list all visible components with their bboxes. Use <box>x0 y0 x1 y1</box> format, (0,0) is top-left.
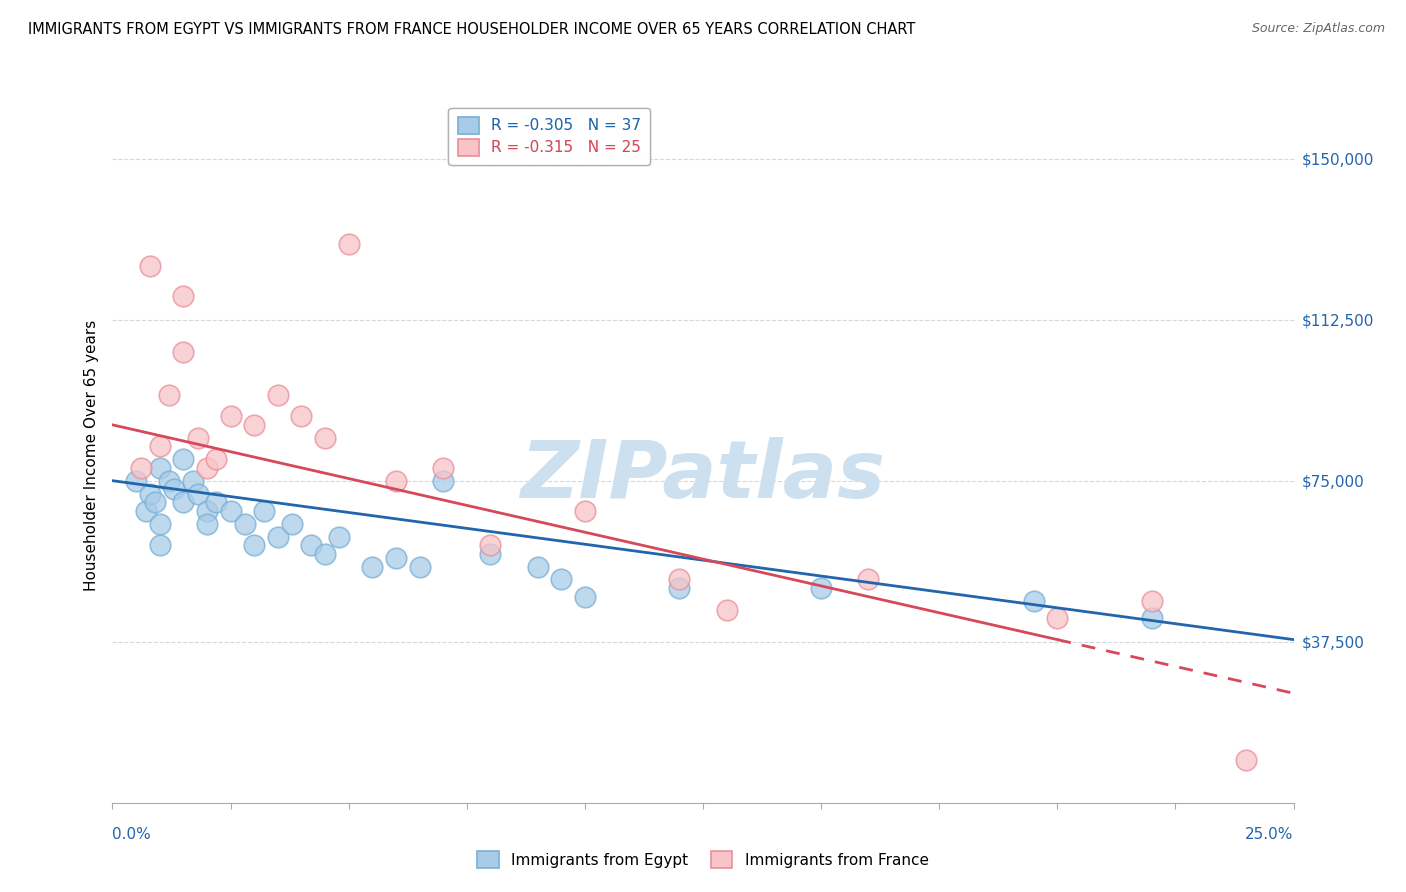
Text: Source: ZipAtlas.com: Source: ZipAtlas.com <box>1251 22 1385 36</box>
Point <box>314 431 336 445</box>
Point <box>149 439 172 453</box>
Point <box>181 474 204 488</box>
Point <box>163 483 186 497</box>
Point <box>139 259 162 273</box>
Point <box>299 538 322 552</box>
Point <box>550 573 572 587</box>
Point <box>668 581 690 595</box>
Point <box>186 431 208 445</box>
Point <box>219 504 242 518</box>
Y-axis label: Householder Income Over 65 years: Householder Income Over 65 years <box>83 319 98 591</box>
Point <box>157 474 180 488</box>
Point <box>361 559 384 574</box>
Point <box>243 538 266 552</box>
Point <box>139 486 162 500</box>
Point <box>290 409 312 424</box>
Point <box>149 516 172 531</box>
Point <box>858 573 880 587</box>
Point <box>1140 594 1163 608</box>
Text: ZIPatlas: ZIPatlas <box>520 437 886 515</box>
Point <box>1140 611 1163 625</box>
Point <box>408 559 430 574</box>
Point <box>337 237 360 252</box>
Point <box>267 529 290 543</box>
Point <box>205 452 228 467</box>
Point <box>149 538 172 552</box>
Point <box>195 460 218 475</box>
Point <box>716 602 738 616</box>
Point <box>186 486 208 500</box>
Point <box>195 504 218 518</box>
Legend: R = -0.305   N = 37, R = -0.315   N = 25: R = -0.305 N = 37, R = -0.315 N = 25 <box>449 108 651 165</box>
Point <box>135 504 157 518</box>
Point <box>810 581 832 595</box>
Point <box>432 460 454 475</box>
Point <box>157 388 180 402</box>
Point <box>479 547 502 561</box>
Point <box>129 460 152 475</box>
Point <box>172 289 194 303</box>
Point <box>668 573 690 587</box>
Point <box>172 452 194 467</box>
Point <box>143 495 166 509</box>
Point <box>574 504 596 518</box>
Point <box>172 344 194 359</box>
Point <box>328 529 350 543</box>
Point <box>526 559 548 574</box>
Point <box>125 474 148 488</box>
Point <box>385 551 408 566</box>
Text: 25.0%: 25.0% <box>1246 827 1294 841</box>
Point <box>172 495 194 509</box>
Point <box>1046 611 1069 625</box>
Point <box>243 417 266 432</box>
Point <box>281 516 304 531</box>
Point <box>314 547 336 561</box>
Point <box>267 388 290 402</box>
Text: IMMIGRANTS FROM EGYPT VS IMMIGRANTS FROM FRANCE HOUSEHOLDER INCOME OVER 65 YEARS: IMMIGRANTS FROM EGYPT VS IMMIGRANTS FROM… <box>28 22 915 37</box>
Point <box>205 495 228 509</box>
Point <box>233 516 256 531</box>
Text: 0.0%: 0.0% <box>112 827 152 841</box>
Point <box>219 409 242 424</box>
Point <box>253 504 276 518</box>
Point <box>195 516 218 531</box>
Point <box>1234 753 1257 767</box>
Point <box>1022 594 1045 608</box>
Legend: Immigrants from Egypt, Immigrants from France: Immigrants from Egypt, Immigrants from F… <box>470 844 936 875</box>
Point <box>574 590 596 604</box>
Point <box>149 460 172 475</box>
Point <box>479 538 502 552</box>
Point <box>432 474 454 488</box>
Point <box>385 474 408 488</box>
